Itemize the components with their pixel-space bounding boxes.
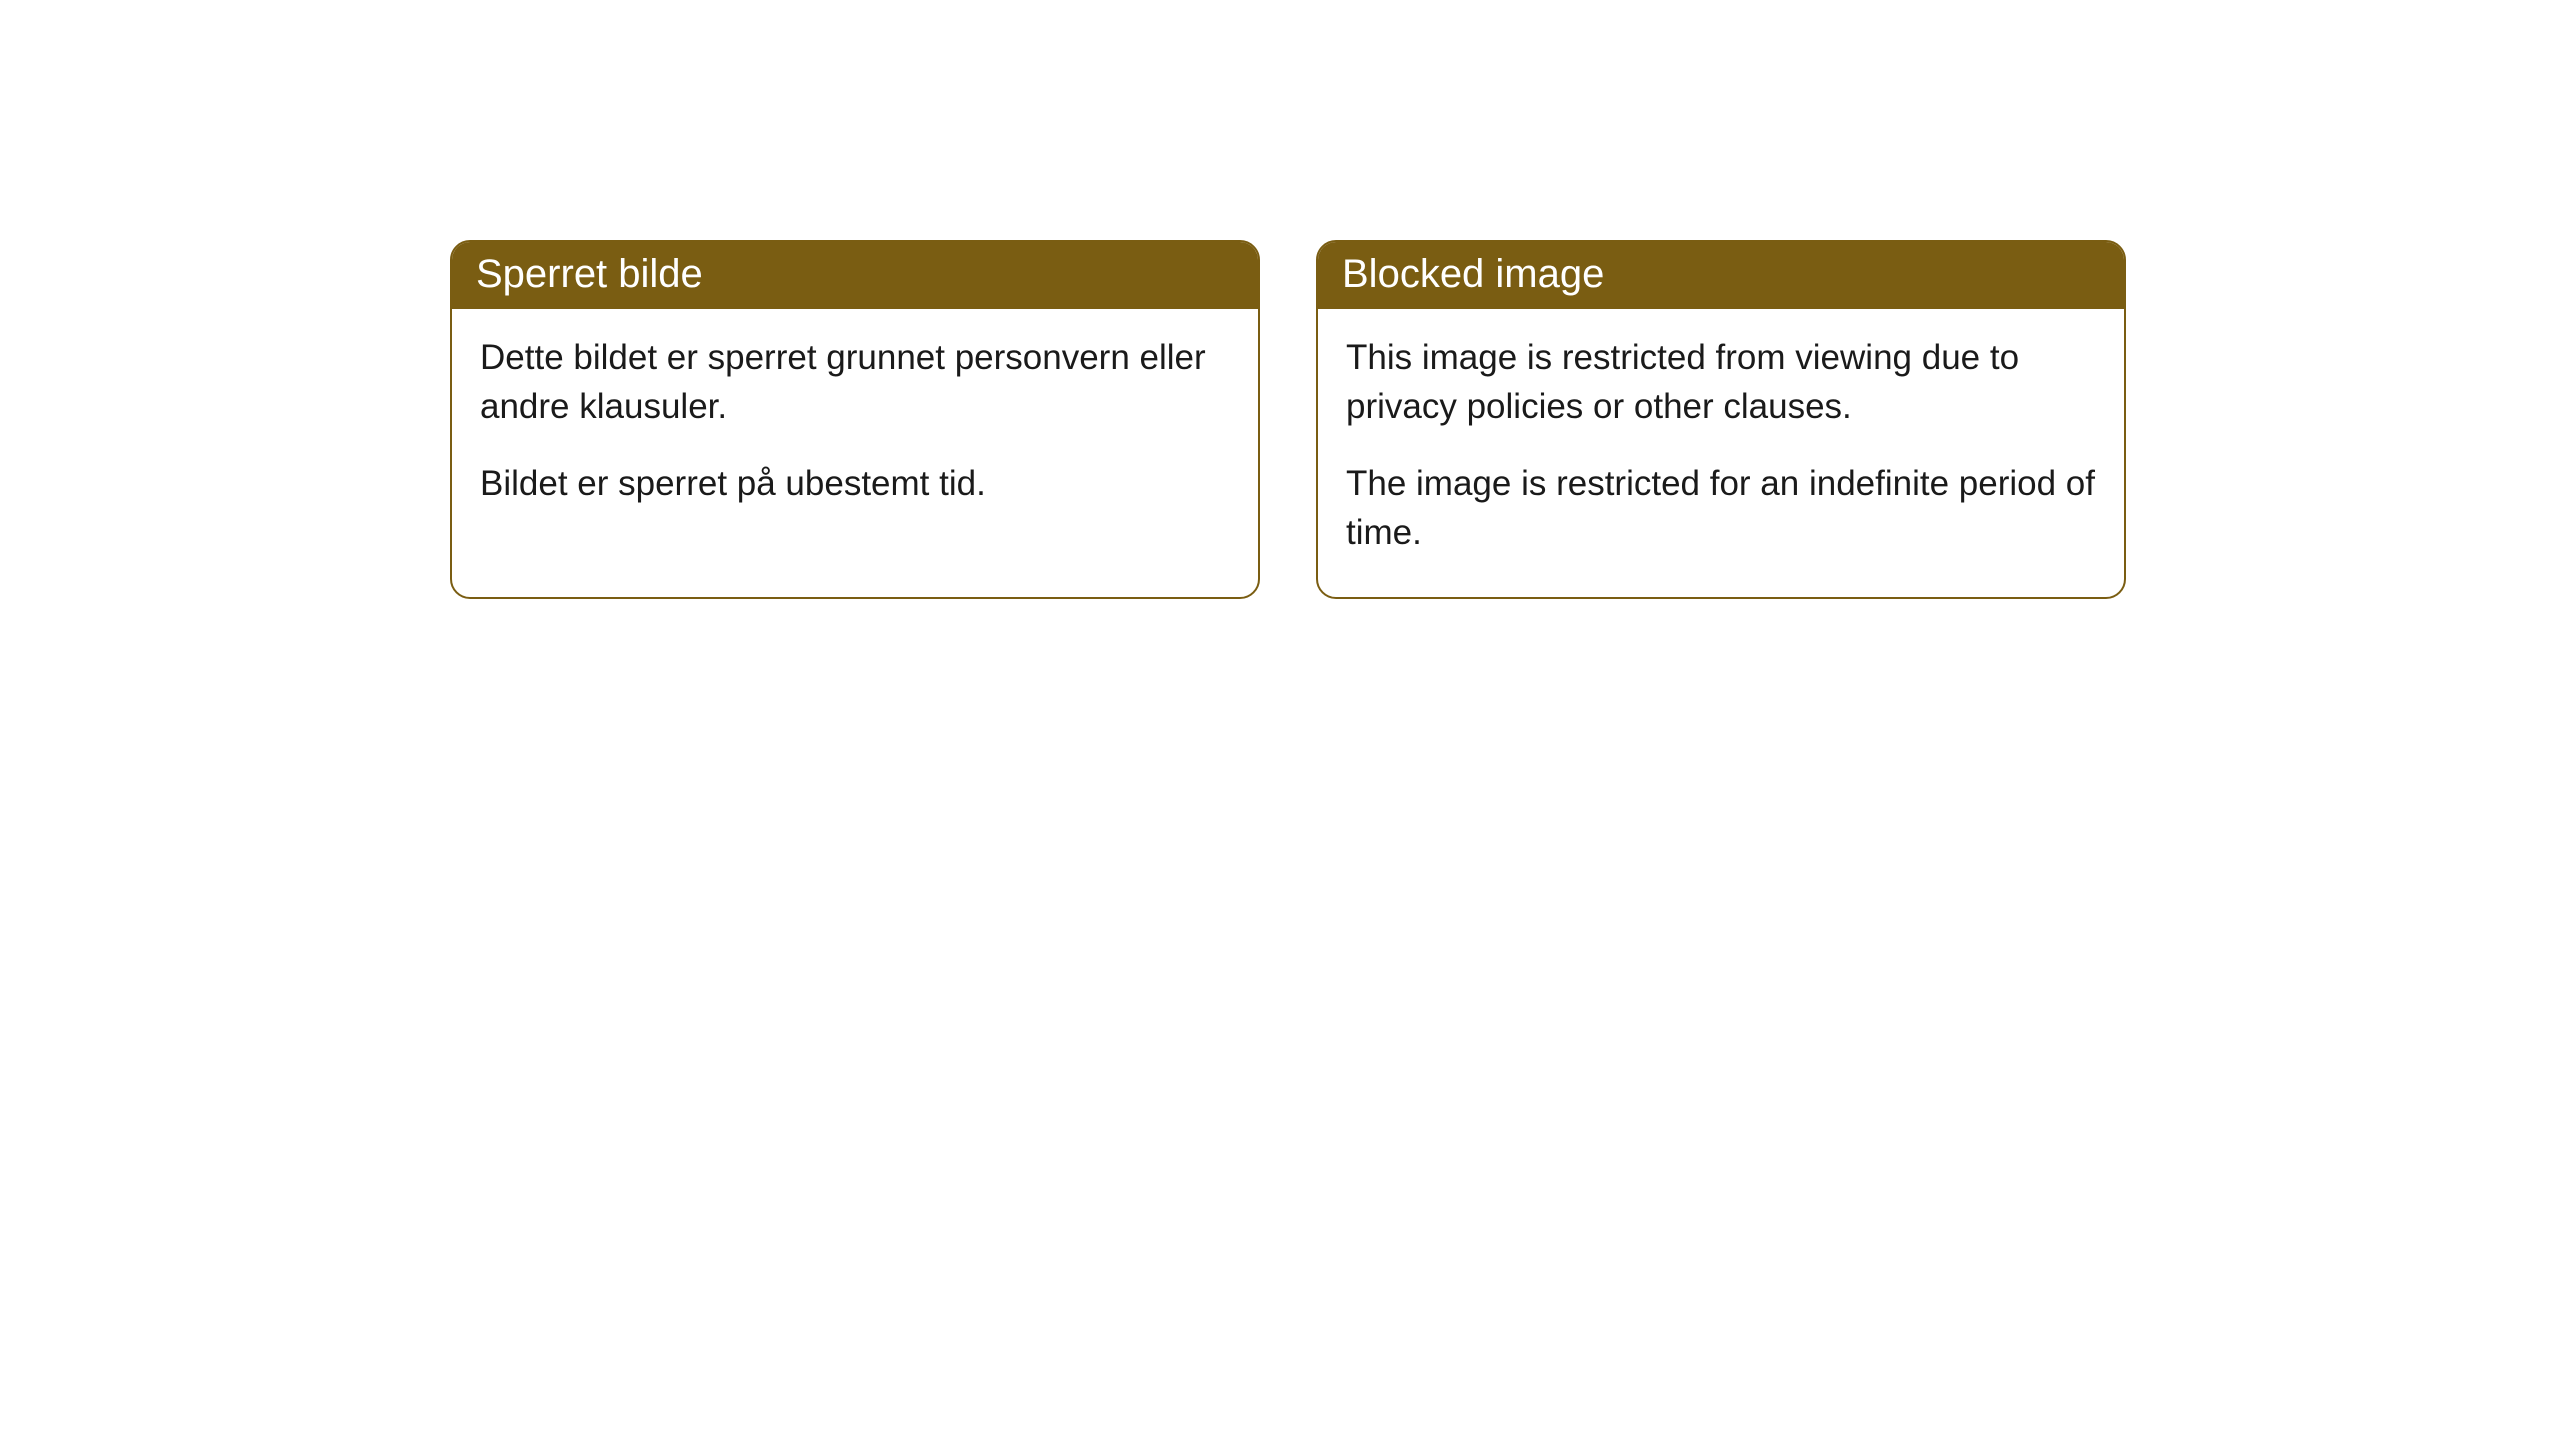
card-header: Blocked image [1318, 242, 2124, 309]
card-paragraph: Dette bildet er sperret grunnet personve… [480, 333, 1230, 431]
card-body: Dette bildet er sperret grunnet personve… [452, 309, 1258, 548]
card-body: This image is restricted from viewing du… [1318, 309, 2124, 597]
blocked-image-card-norwegian: Sperret bilde Dette bildet er sperret gr… [450, 240, 1260, 599]
card-paragraph: This image is restricted from viewing du… [1346, 333, 2096, 431]
card-paragraph: The image is restricted for an indefinit… [1346, 459, 2096, 557]
blocked-image-card-english: Blocked image This image is restricted f… [1316, 240, 2126, 599]
card-paragraph: Bildet er sperret på ubestemt tid. [480, 459, 1230, 508]
cards-container: Sperret bilde Dette bildet er sperret gr… [0, 0, 2560, 599]
card-header: Sperret bilde [452, 242, 1258, 309]
